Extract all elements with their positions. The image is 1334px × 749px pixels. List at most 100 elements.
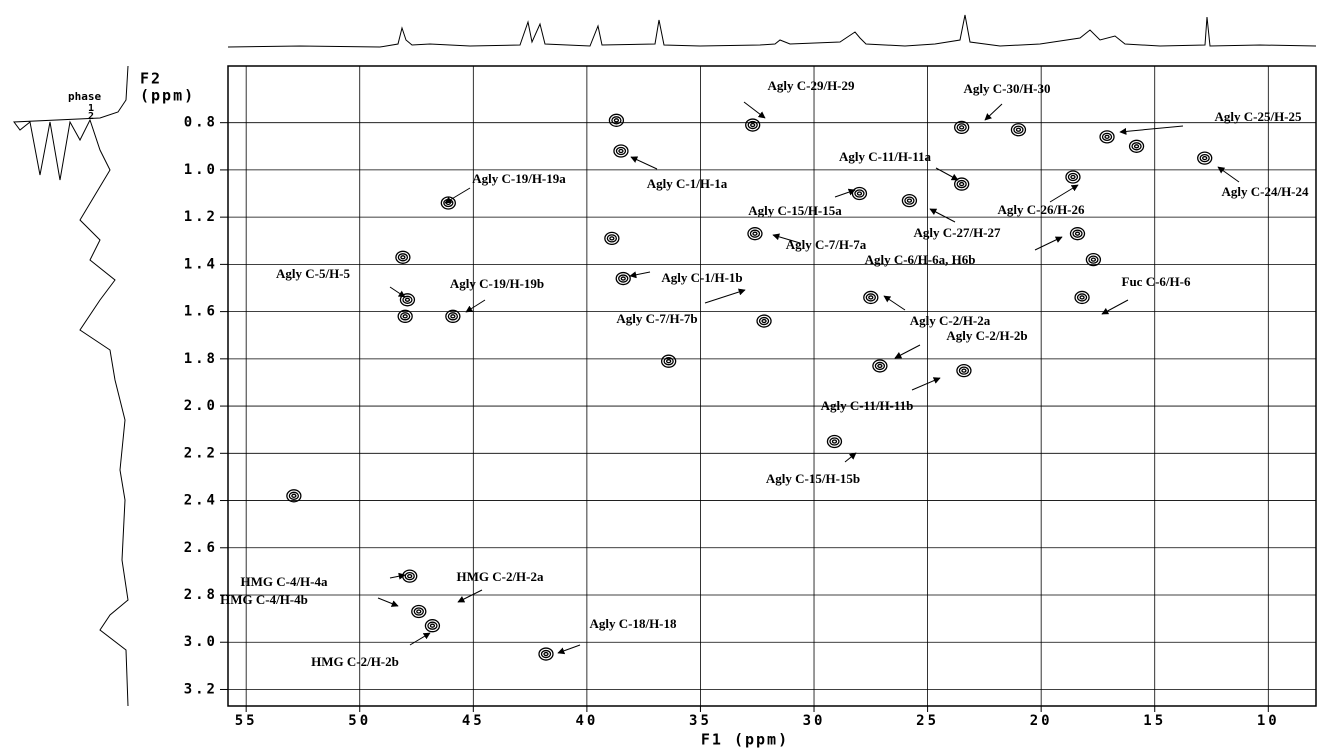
contour [613,118,620,123]
contour [618,148,624,154]
peak [613,144,629,158]
contour [1133,144,1140,149]
contour [1070,174,1076,180]
peak [397,309,413,323]
top-projection [227,14,1317,48]
annotation-arrow [629,271,651,279]
annotation-arrow [929,208,956,223]
contour [413,607,424,616]
contour [1072,229,1083,238]
contour [427,621,438,630]
contour [1079,295,1085,300]
contour [404,297,411,302]
annotation-arrow [465,299,486,313]
contour [609,236,615,241]
x-tick-label: 45 [462,713,485,729]
annotation: Agly C-30/H-30 [963,81,1050,96]
x-tick-label: 50 [348,713,371,729]
contour [288,491,300,500]
annotation: Agly C-19/H-19a [472,171,566,186]
contour [604,231,620,246]
annotation: HMG C-2/H-2a [456,569,544,584]
annotation: Agly C-26/H-26 [997,202,1085,217]
contour [397,309,413,323]
contour [959,181,965,187]
contour [863,290,879,305]
x-axis-label: F1 (ppm) [701,731,789,749]
annotation-arrow [1119,125,1184,135]
contour [424,619,441,633]
contour [1099,130,1115,144]
annotation: Fuc C-6/H-6 [1122,274,1191,289]
x-tick-label: 35 [689,713,712,729]
peak [863,290,879,305]
contour [1101,132,1113,141]
contour [956,363,972,378]
contour [872,359,888,373]
contour [1065,170,1081,184]
contour [868,295,874,300]
peak [745,118,761,132]
contour [429,623,436,628]
contour [749,229,761,238]
annotation: Agly C-7/H-7a [786,237,867,252]
y-tick-label: 1.8 [184,351,218,367]
contour [615,146,627,156]
peak [1074,290,1090,305]
peak [826,434,843,449]
annotation: Agly C-5/H-5 [276,266,351,281]
contour [1128,139,1145,153]
annotation-arrow [1049,184,1079,203]
annotation: Agly C-2/H-2b [946,328,1027,343]
contour [1074,231,1081,236]
contour [956,123,967,132]
contour [400,312,411,321]
contour [538,647,554,661]
x-tick-label: 30 [803,713,826,729]
annotation-arrow [557,644,581,655]
contour [395,250,411,264]
peak [440,196,456,210]
annotation-arrow [844,452,857,463]
y-tick-label: 2.2 [184,445,218,461]
contour [540,649,552,659]
annotation-arrow [772,233,801,244]
contour [543,651,549,657]
phase-label: 1 [88,103,94,114]
y-tick-label: 1.2 [184,209,218,225]
y-tick-label: 0.8 [184,115,218,131]
contour [608,113,625,127]
contour [666,359,672,364]
peak [756,314,772,328]
annotation-arrow [984,103,1003,121]
contour [402,295,413,304]
peak [661,354,677,368]
contour [618,274,629,283]
annotation-arrow [894,344,921,359]
annotation-arrow [834,188,856,198]
contour [411,604,427,619]
contour [829,437,840,446]
annotation-arrow [935,167,959,181]
contour [445,309,461,323]
peak [424,619,441,633]
contour [416,609,422,614]
x-tick-label: 55 [235,713,258,729]
phase-label: phase [68,90,101,103]
y-tick-label: 1.4 [184,256,218,272]
annotation: Agly C-11/H-11b [821,398,914,413]
contour [663,357,674,366]
plot-frame [227,65,1317,707]
y-tick-label: 3.2 [184,681,218,697]
peak [901,193,918,208]
contour [1090,257,1097,262]
peak [1197,151,1213,165]
contour [747,227,763,241]
contour [613,144,629,158]
peak [608,113,625,127]
contour [1069,227,1086,241]
contour [745,118,761,132]
contour [1104,134,1110,139]
contour [404,571,415,581]
contour [1202,155,1208,161]
